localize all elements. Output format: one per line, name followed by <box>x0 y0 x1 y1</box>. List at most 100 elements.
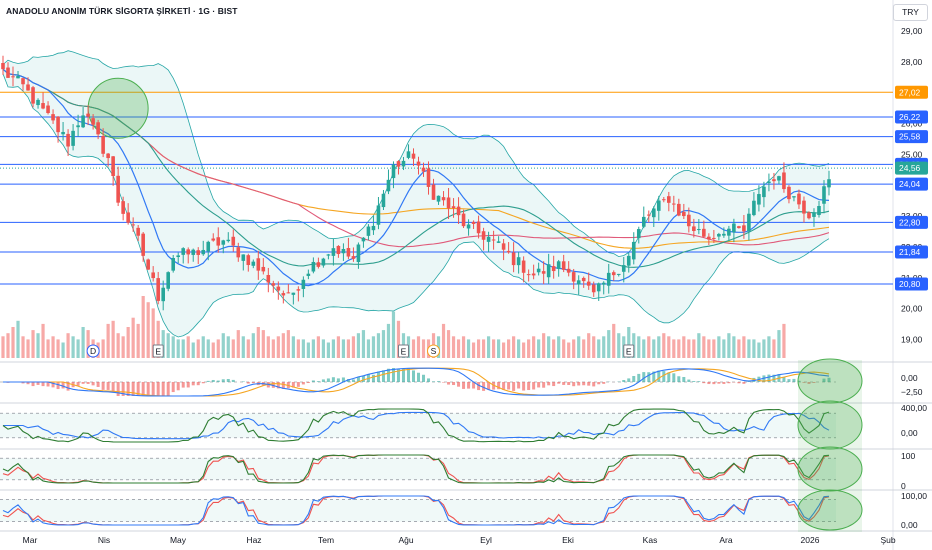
candle-body <box>672 203 676 205</box>
candle-body <box>802 200 806 214</box>
candle-body <box>646 214 651 216</box>
macd-histogram-bar <box>396 368 400 382</box>
candle <box>21 77 25 91</box>
macd-histogram-bar <box>326 378 330 382</box>
candle-body <box>76 125 80 128</box>
candle-body <box>281 293 286 296</box>
candle <box>757 185 761 212</box>
price-level-tag: 25,58 <box>899 132 921 142</box>
volume-bar <box>712 339 716 358</box>
volume-bar <box>647 336 651 358</box>
volume-bar <box>476 339 481 358</box>
volume-bar <box>221 333 225 358</box>
macd-histogram-bar <box>66 382 70 391</box>
candle-body <box>276 286 281 291</box>
candle <box>291 292 296 305</box>
volume-bar <box>752 339 756 358</box>
candle <box>682 203 686 220</box>
candle-body <box>631 241 636 260</box>
bollinger-lower-line <box>2 73 830 338</box>
candle-body <box>11 76 15 78</box>
macd-histogram-bar <box>507 382 511 390</box>
volume-bar <box>507 339 511 358</box>
volume-bar <box>166 333 170 358</box>
candle <box>271 280 276 293</box>
price-level-tag-bg <box>895 215 928 229</box>
candle-body <box>747 213 751 232</box>
volume-bar <box>196 339 200 358</box>
candle-body <box>591 284 596 293</box>
volume-bar <box>692 339 696 358</box>
candle <box>742 214 746 239</box>
oscillator-highlight <box>797 358 863 404</box>
macd-histogram-bar <box>517 382 521 389</box>
macd-histogram-bar <box>116 382 120 396</box>
candle-body <box>36 99 40 106</box>
candle-body <box>687 214 691 227</box>
candle <box>146 258 150 270</box>
macd-histogram-bar <box>211 379 215 382</box>
volume-bar <box>537 339 541 358</box>
macd-histogram-bar <box>692 381 696 382</box>
macd-histogram-bar <box>522 382 526 391</box>
candle <box>51 109 55 124</box>
candle-body <box>466 224 471 229</box>
macd-histogram-bar <box>356 376 360 382</box>
candle <box>651 206 656 228</box>
currency-button[interactable]: TRY <box>893 4 928 21</box>
candle-body <box>697 229 701 231</box>
candle <box>231 229 236 252</box>
volume-bar <box>471 342 476 358</box>
candle-body <box>216 237 221 246</box>
candle <box>371 215 376 235</box>
volume-bar <box>421 339 426 358</box>
candle-body <box>351 256 356 259</box>
y-tick-label: 19,00 <box>901 335 923 345</box>
macd-histogram-bar <box>797 380 801 382</box>
volume-bar <box>171 336 175 358</box>
candle-body <box>516 257 521 266</box>
candle <box>316 257 321 269</box>
volume-bar <box>56 339 60 358</box>
macd-histogram-bar <box>401 368 405 382</box>
volume-bar <box>76 339 80 358</box>
macd-histogram-bar <box>306 382 310 383</box>
candle-body <box>176 255 181 258</box>
volume-bar <box>336 336 341 358</box>
candle-body <box>601 282 606 285</box>
candle <box>281 290 286 304</box>
candle-body <box>6 67 10 78</box>
candle-body <box>41 103 45 109</box>
macd-histogram-bar <box>542 382 546 388</box>
volume-bar <box>732 336 736 358</box>
chart-title: ANADOLU ANONİM TÜRK SİGORTA ŞİRKETİ · 1G… <box>6 6 238 16</box>
candle-body <box>722 233 726 236</box>
candle <box>506 242 511 254</box>
macd-histogram-bar <box>672 373 676 382</box>
candle-body <box>71 130 75 146</box>
candle <box>541 261 546 285</box>
macd-histogram-bar <box>281 382 285 389</box>
oscillator-y-tick-label: 0,00 <box>901 520 918 530</box>
macd-histogram-bar <box>106 382 110 390</box>
macd-histogram-bar <box>221 379 225 382</box>
candle <box>391 161 396 189</box>
macd-histogram-bar <box>447 382 451 385</box>
volume-bar <box>306 342 310 358</box>
candle-body <box>822 186 826 204</box>
macd-histogram-bar <box>156 382 160 396</box>
candle <box>36 98 40 109</box>
candle-body <box>61 131 65 135</box>
price-level-tag-bg <box>895 110 928 124</box>
candle-body <box>141 233 145 256</box>
volume-bar <box>657 336 661 358</box>
candle-body <box>732 223 736 233</box>
macd-histogram-bar <box>567 382 571 386</box>
volume-bar <box>602 336 606 358</box>
candle-body <box>752 200 756 216</box>
candle <box>246 253 251 272</box>
volume-bar <box>497 339 501 358</box>
candle-body <box>321 258 326 266</box>
macd-histogram-bar <box>141 382 145 396</box>
